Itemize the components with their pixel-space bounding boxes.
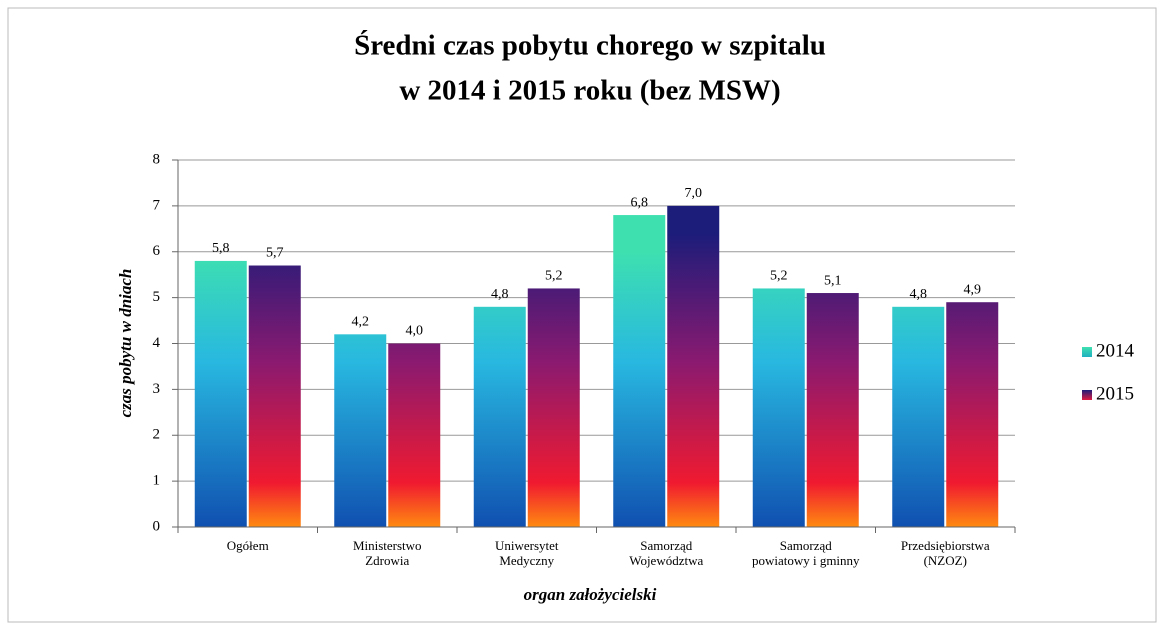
value-label: 6,8 bbox=[631, 195, 649, 210]
x-tick-label: powiatowy i gminny bbox=[752, 553, 860, 568]
value-label: 5,2 bbox=[545, 269, 563, 284]
x-tick-label: Samorząd bbox=[640, 538, 692, 553]
value-label: 5,8 bbox=[212, 241, 230, 256]
y-tick-label: 0 bbox=[153, 518, 161, 534]
legend-label: 2015 bbox=[1096, 383, 1134, 404]
legend-swatch bbox=[1082, 390, 1092, 400]
y-axis-label: czas pobytu w dniach bbox=[116, 269, 135, 418]
x-tick-label: Ministerstwo bbox=[353, 538, 422, 553]
bar bbox=[806, 293, 859, 527]
y-tick-label: 6 bbox=[153, 243, 161, 259]
legend-swatch bbox=[1082, 347, 1092, 357]
value-label: 7,0 bbox=[685, 186, 703, 201]
y-tick-label: 8 bbox=[153, 151, 161, 167]
value-label: 5,2 bbox=[770, 269, 788, 284]
bar bbox=[613, 215, 666, 528]
value-label: 4,0 bbox=[406, 324, 424, 339]
bar bbox=[194, 260, 247, 527]
x-axis-label: organ założycielski bbox=[524, 585, 657, 604]
bar bbox=[248, 265, 301, 527]
value-label: 4,8 bbox=[491, 287, 509, 302]
chart-title: Średni czas pobytu chorego w szpitalu bbox=[354, 29, 826, 62]
bar bbox=[527, 288, 580, 527]
x-tick-label: Ogółem bbox=[227, 538, 269, 553]
value-label: 4,9 bbox=[964, 282, 982, 297]
x-tick-label: Medyczny bbox=[499, 553, 554, 568]
y-tick-label: 3 bbox=[153, 381, 161, 397]
legend-label: 2014 bbox=[1096, 340, 1135, 361]
chart-title: w 2014 i 2015 roku (bez MSW) bbox=[399, 75, 780, 107]
x-tick-label: Uniwersytet bbox=[495, 538, 559, 553]
value-label: 4,8 bbox=[910, 287, 928, 302]
y-tick-label: 4 bbox=[153, 335, 161, 351]
x-tick-label: Przedsiębiorstwa bbox=[901, 538, 990, 553]
y-tick-label: 1 bbox=[153, 473, 161, 489]
y-tick-label: 7 bbox=[153, 197, 161, 213]
value-label: 5,1 bbox=[824, 273, 842, 288]
bar bbox=[388, 343, 441, 527]
bar bbox=[334, 334, 387, 527]
bar bbox=[752, 288, 805, 527]
x-tick-label: (NZOZ) bbox=[924, 553, 967, 568]
bar bbox=[667, 205, 720, 527]
bar bbox=[473, 306, 526, 527]
y-tick-label: 2 bbox=[153, 427, 161, 443]
x-tick-label: Województwa bbox=[629, 553, 703, 568]
value-label: 4,2 bbox=[352, 315, 370, 330]
y-tick-label: 5 bbox=[153, 289, 161, 305]
x-tick-label: Zdrowia bbox=[365, 553, 409, 568]
frame bbox=[7, 7, 1157, 623]
bar bbox=[892, 306, 945, 527]
bar bbox=[946, 302, 999, 527]
value-label: 5,7 bbox=[266, 246, 284, 261]
x-tick-label: Samorząd bbox=[780, 538, 832, 553]
